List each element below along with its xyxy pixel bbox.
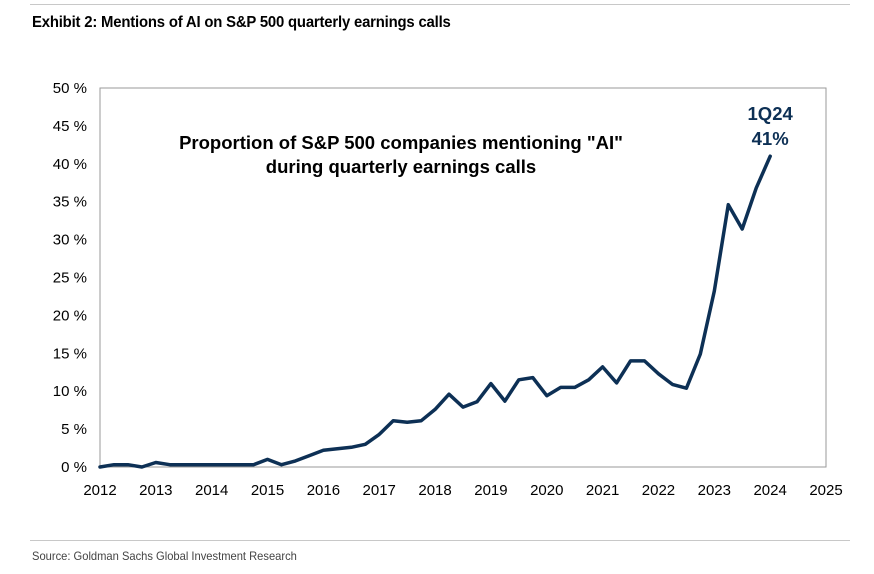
- data-point: [545, 394, 548, 397]
- series-line: [98, 154, 772, 469]
- data-point: [420, 419, 423, 422]
- y-tick-label: 5 %: [61, 421, 87, 438]
- x-tick-label: 2025: [809, 482, 842, 499]
- data-point: [266, 458, 269, 461]
- y-tick-label: 50 %: [53, 80, 87, 97]
- data-point: [573, 386, 576, 389]
- data-point: [643, 359, 646, 362]
- y-tick-label: 40 %: [53, 156, 87, 173]
- data-point: [322, 449, 325, 452]
- y-tick-label: 35 %: [53, 194, 87, 211]
- data-point: [196, 463, 199, 466]
- data-point: [629, 359, 632, 362]
- data-point: [350, 446, 353, 449]
- data-point: [476, 400, 479, 403]
- data-point: [364, 443, 367, 446]
- data-point: [392, 419, 395, 422]
- x-tick-label: 2019: [474, 482, 507, 499]
- data-point: [154, 461, 157, 464]
- chart-title-line-1: Proportion of S&P 500 companies mentioni…: [179, 132, 623, 153]
- y-tick-label: 45 %: [53, 118, 87, 135]
- top-rule: [30, 4, 850, 5]
- y-tick-label: 25 %: [53, 270, 87, 287]
- data-point: [489, 382, 492, 385]
- x-tick-label: 2012: [83, 482, 116, 499]
- data-point: [531, 376, 534, 379]
- data-point: [601, 365, 604, 368]
- data-points: [99, 155, 772, 469]
- data-point: [294, 459, 297, 462]
- data-point: [727, 203, 730, 206]
- data-point: [448, 393, 451, 396]
- data-point: [336, 447, 339, 450]
- data-point: [699, 353, 702, 356]
- source-note: Source: Goldman Sachs Global Investment …: [32, 549, 297, 563]
- y-tick-label: 15 %: [53, 345, 87, 362]
- x-axis: 2012 2013 2014 2015 2016 2017 2018 2019 2020 2021…: [83, 482, 842, 499]
- x-tick-label: 2016: [307, 482, 340, 499]
- data-point: [224, 463, 227, 466]
- x-tick-label: 2018: [418, 482, 451, 499]
- data-point: [713, 290, 716, 293]
- data-point: [210, 463, 213, 466]
- x-tick-label: 2021: [586, 482, 619, 499]
- x-tick-label: 2020: [530, 482, 563, 499]
- y-axis: 0 % 5 % 10 % 15 % 20 % 25 % 30 % 35 % 40 % 45 % 50…: [53, 80, 87, 476]
- data-point: [406, 421, 409, 424]
- data-point: [755, 187, 758, 190]
- x-tick-label: 2024: [753, 482, 786, 499]
- data-point: [517, 378, 520, 381]
- data-point: [308, 454, 311, 457]
- annotation-label-value: 41%: [752, 128, 789, 149]
- bottom-rule: [30, 540, 850, 541]
- x-tick-label: 2014: [195, 482, 228, 499]
- data-point: [769, 155, 772, 158]
- data-point: [238, 463, 241, 466]
- data-point: [252, 463, 255, 466]
- data-point: [615, 381, 618, 384]
- data-point: [378, 433, 381, 436]
- data-point: [182, 463, 185, 466]
- data-point: [559, 386, 562, 389]
- chart-title-line-2: during quarterly earnings calls: [266, 156, 536, 177]
- data-point: [741, 228, 744, 231]
- data-point: [126, 463, 129, 466]
- data-point: [99, 466, 102, 469]
- data-point: [168, 463, 171, 466]
- plot-area: [99, 87, 827, 468]
- data-point: [140, 466, 143, 469]
- data-point: [280, 463, 283, 466]
- y-tick-label: 0 %: [61, 459, 87, 476]
- x-tick-label: 2013: [139, 482, 172, 499]
- data-point: [462, 406, 465, 409]
- data-point: [434, 408, 437, 411]
- exhibit-title: Exhibit 2: Mentions of AI on S&P 500 qua…: [32, 14, 451, 31]
- x-tick-label: 2022: [642, 482, 675, 499]
- x-tick-label: 2023: [698, 482, 731, 499]
- data-point: [113, 463, 116, 466]
- x-tick-label: 2015: [251, 482, 284, 499]
- data-point: [587, 378, 590, 381]
- y-tick-label: 30 %: [53, 232, 87, 249]
- y-tick-label: 20 %: [53, 307, 87, 324]
- data-point: [671, 383, 674, 386]
- data-point: [657, 372, 660, 375]
- y-tick-label: 10 %: [53, 383, 87, 400]
- annotation-label-quarter: 1Q24: [748, 103, 794, 124]
- x-tick-label: 2017: [363, 482, 396, 499]
- data-point: [685, 387, 688, 390]
- data-point: [503, 400, 506, 403]
